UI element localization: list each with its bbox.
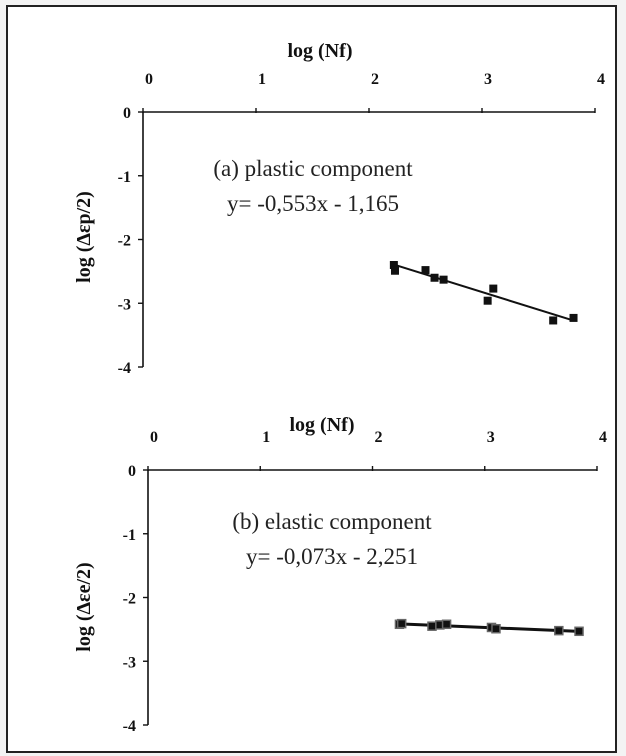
panel-a-data-point	[390, 266, 399, 275]
panel-b-data-point	[441, 619, 452, 630]
panel-a-x-tick-label: 3	[484, 71, 492, 88]
panel-a-data-point	[569, 313, 578, 322]
panel-b-x-tick-label: 4	[599, 429, 607, 446]
panel-a-data-point	[549, 316, 558, 325]
panel-b-y-tick-label: -4	[123, 718, 136, 735]
panel-a-y-tick-label: -1	[118, 169, 131, 186]
panel-a-x-tick-label: 1	[258, 71, 266, 88]
panel-a-x-tick-label: 2	[371, 71, 379, 88]
panel-b-x-title: log (Nf)	[290, 414, 355, 436]
panel-b-y-tick-label: -1	[123, 527, 136, 544]
panel-b-y-tick-label: -3	[123, 654, 136, 671]
panel-a-data-point	[430, 273, 439, 282]
panel-b-data-point	[491, 623, 501, 634]
panel-b-x-tick-label: 1	[262, 429, 270, 446]
panel-b-data-point	[554, 625, 564, 636]
panel-a-y-tick-label: -3	[118, 296, 131, 313]
panel-a-y-tick-label: 0	[123, 105, 131, 122]
panel-b-data-point	[427, 621, 437, 631]
panel-b-annotation-equation: y= -0,073x - 2,251	[246, 544, 418, 569]
panel-a-data-point	[421, 266, 430, 275]
panel-b-y-tick-label: -2	[123, 591, 136, 608]
panel-b-y-tick-label: 0	[128, 463, 136, 480]
panel-a: log (Nf) log (Δεp/2) (a) plastic compone…	[73, 40, 605, 377]
panel-a-trendline	[393, 263, 574, 322]
panel-b-y-title: log (Δεe/2)	[73, 562, 95, 651]
panel-b-data-point	[396, 618, 407, 629]
panel-a-data-point	[439, 275, 448, 284]
panel-a-annotation-equation: y= -0,553x - 1,165	[227, 191, 399, 216]
panel-a-x-title: log (Nf)	[288, 40, 353, 62]
panel-a-data-point	[483, 296, 492, 305]
panel-b-x-tick-label: 2	[375, 429, 383, 446]
panel-b-x-tick-label: 0	[150, 429, 158, 446]
panel-a-x-tick-label: 4	[597, 71, 605, 88]
panel-a-x-tick-label: 0	[145, 71, 153, 88]
panel-b: log (Nf) log (Δεe/2) (b) elastic compone…	[73, 414, 607, 735]
panel-a-annotation-title: (a) plastic component	[213, 156, 413, 181]
panel-a-y-title: log (Δεp/2)	[73, 191, 95, 283]
panel-b-data-point	[574, 626, 584, 637]
panel-a-data-point	[489, 284, 498, 293]
panel-b-annotation-title: (b) elastic component	[232, 509, 432, 534]
panel-a-y-tick-label: -4	[118, 360, 131, 377]
panel-b-x-tick-label: 3	[487, 429, 495, 446]
panel-a-y-tick-label: -2	[118, 233, 131, 250]
panel-a-data-point	[389, 261, 398, 269]
